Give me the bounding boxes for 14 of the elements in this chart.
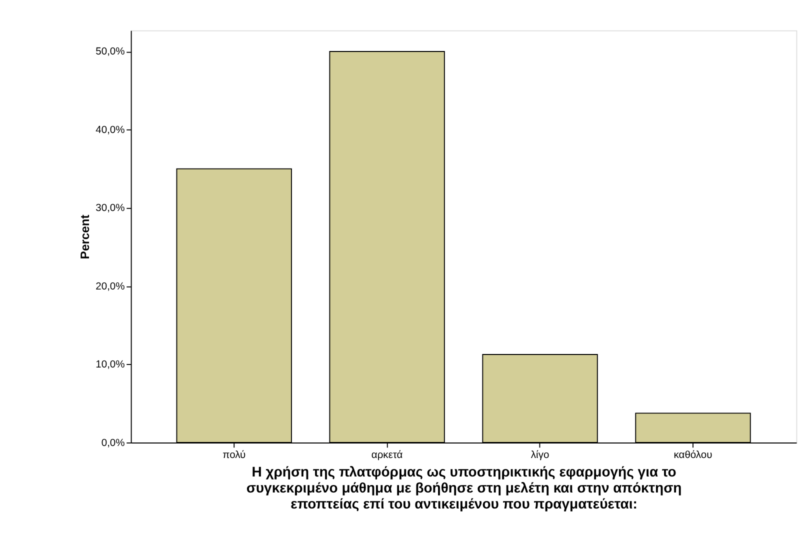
x-tick-label: καθόλου xyxy=(674,450,713,461)
y-tick-label: 0,0% xyxy=(101,438,125,449)
y-tick-label: 20,0% xyxy=(96,281,125,292)
x-tick-label: λίγο xyxy=(530,450,550,461)
y-tick-label: 10,0% xyxy=(96,360,125,371)
text: εποπτείας επί του αντικειμένου που πραγματεύεται: xyxy=(290,495,638,512)
y-tick-label: 40,0% xyxy=(96,124,125,136)
y-tick-label: 50,0% xyxy=(96,46,125,58)
text: συγκεκριμένο μάθημα με βοήθησε στη μελέτη και στην απόκτηση xyxy=(246,480,682,496)
x-tick-label: πολύ xyxy=(222,450,246,461)
x-tick-label: αρκετά xyxy=(371,450,403,461)
y-tick-label: 30,0% xyxy=(96,203,125,214)
text: Η χρήση της πλατφόρμας ως υποστηρικτικής εφαρμογής για το xyxy=(252,464,676,480)
y-axis-title: Percent xyxy=(78,214,92,260)
